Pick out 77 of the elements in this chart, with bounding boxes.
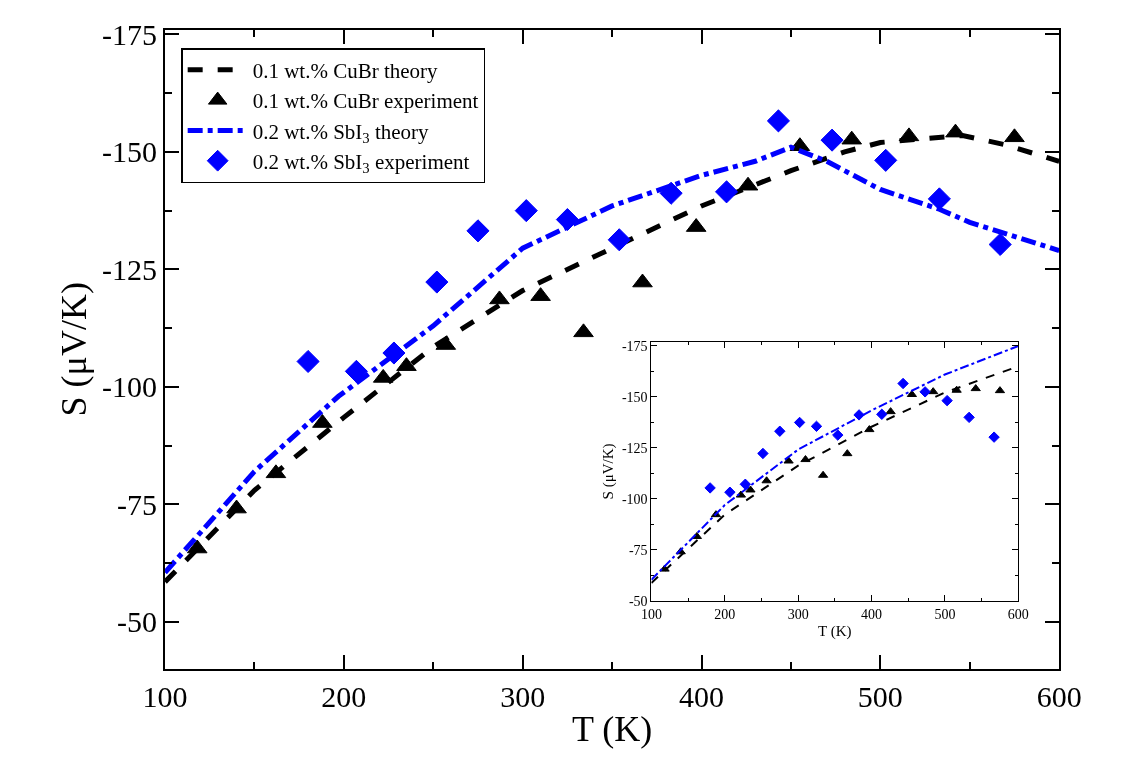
x-tick-label: 500	[857, 679, 903, 713]
point	[963, 411, 975, 424]
legend-label: 0.2 wt.% SbI$_{3}$ theory	[252, 119, 430, 147]
point	[885, 407, 896, 415]
point	[897, 377, 909, 390]
point	[793, 416, 806, 429]
point	[757, 447, 769, 460]
x-tick-label: 400	[679, 679, 725, 713]
x-tick-label: 100	[640, 606, 662, 622]
point	[761, 476, 772, 484]
point	[783, 456, 794, 464]
x-tick-label: 200	[321, 679, 367, 713]
point	[988, 232, 1012, 257]
x-tick-label: 300	[500, 679, 546, 713]
y-tick-label: -100	[621, 491, 648, 507]
y-axis-title: S (μV/K)	[54, 282, 95, 417]
point	[951, 385, 962, 393]
point	[489, 290, 510, 305]
point	[832, 429, 844, 441]
point	[555, 208, 579, 232]
x-tick-label: 200	[714, 606, 736, 622]
point	[919, 386, 931, 398]
point	[970, 384, 981, 392]
point	[842, 449, 853, 457]
point	[226, 499, 247, 514]
point	[800, 455, 811, 463]
point	[945, 123, 966, 138]
point	[296, 349, 320, 374]
legend-label: 0.2 wt.% SbI$_{3}$ experiment	[252, 149, 470, 177]
point	[724, 486, 736, 498]
y-tick-label: -175	[621, 338, 648, 354]
x-tick-label: 400	[861, 606, 883, 622]
point	[810, 420, 823, 433]
point	[607, 228, 631, 252]
x-tick-label: 300	[787, 606, 809, 622]
y-tick-label: -50	[628, 593, 648, 609]
point	[927, 187, 951, 211]
y-tick-label: -175	[102, 17, 158, 51]
point	[874, 148, 898, 172]
point	[739, 478, 752, 490]
point	[876, 408, 888, 420]
y-tick-label: -100	[102, 370, 158, 404]
y-tick-label: -150	[102, 135, 158, 169]
x-axis-title: T (K)	[571, 709, 653, 750]
point	[864, 425, 875, 433]
x-tick-label: 100	[142, 679, 188, 713]
y-tick-label: -125	[102, 252, 158, 286]
point	[853, 409, 865, 421]
point	[988, 431, 1000, 443]
y-tick-label: -150	[621, 389, 648, 405]
x-tick-label: 600	[1007, 606, 1029, 622]
x-axis-title: T (K)	[818, 622, 852, 640]
point	[941, 394, 953, 407]
x-tick-label: 600	[1036, 679, 1082, 713]
legend-label: 0.1 wt.% CuBr experiment	[252, 89, 479, 114]
point	[344, 359, 368, 383]
point	[715, 180, 739, 204]
point	[466, 219, 490, 243]
point	[766, 109, 790, 133]
y-axis-title: S (μV/K)	[600, 443, 618, 500]
point	[425, 270, 449, 294]
point	[632, 273, 653, 288]
y-tick-label: -75	[628, 542, 648, 558]
point	[820, 128, 844, 152]
point	[704, 482, 716, 494]
y-tick-label: -125	[621, 440, 648, 456]
point	[573, 323, 594, 338]
point	[514, 199, 538, 223]
y-tick-label: -50	[117, 605, 158, 639]
point	[774, 425, 786, 437]
point	[1004, 128, 1025, 143]
point	[745, 485, 756, 493]
point	[659, 181, 683, 205]
point	[382, 341, 406, 365]
x-tick-label: 500	[934, 606, 956, 622]
legend-label: 0.1 wt.% CuBr theory	[252, 59, 439, 83]
y-tick-label: -75	[117, 487, 158, 521]
